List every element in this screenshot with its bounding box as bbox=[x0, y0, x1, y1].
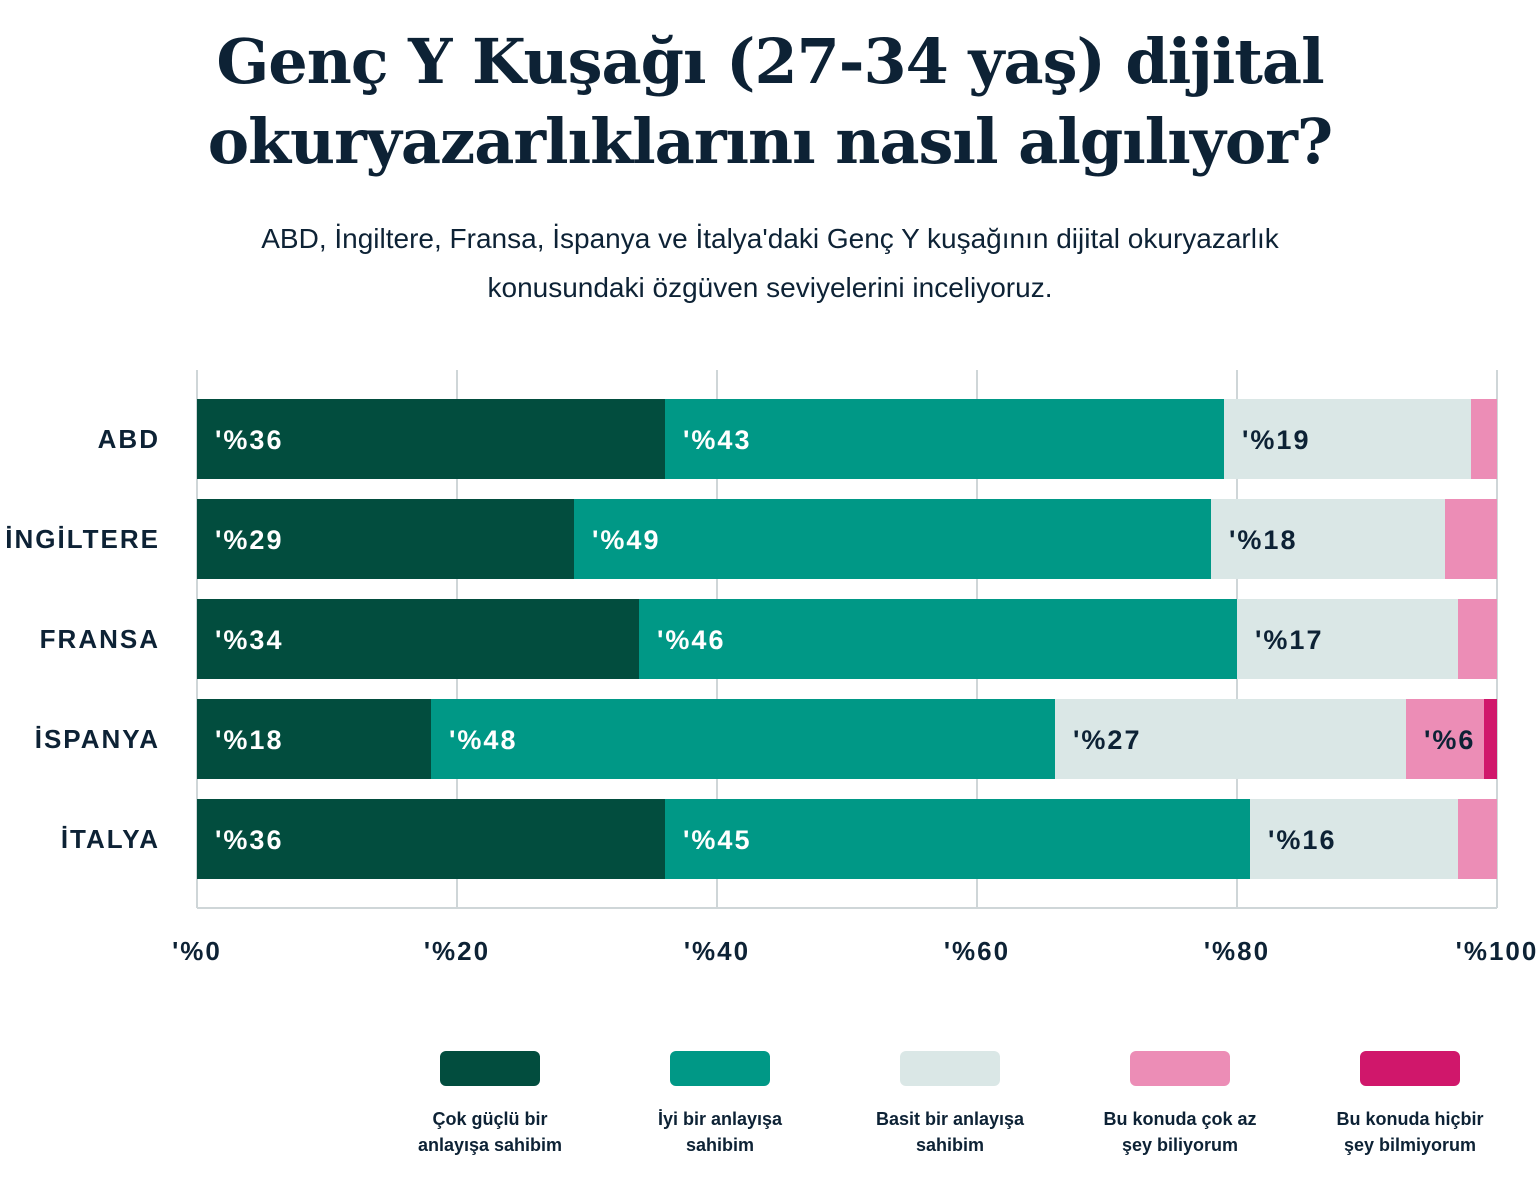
data-label: '%36 bbox=[215, 425, 283, 455]
legend-label: Çok güçlü bir anlayışa sahibim bbox=[417, 1109, 563, 1155]
x-tick-label: '%60 bbox=[944, 936, 1010, 966]
legend-swatch bbox=[670, 1051, 770, 1086]
bar-segment bbox=[1458, 799, 1497, 879]
legend-swatch bbox=[440, 1051, 540, 1086]
data-label: '%45 bbox=[683, 825, 751, 855]
category-label: ABD bbox=[98, 424, 160, 454]
data-label: '%48 bbox=[449, 725, 517, 755]
bar-segment bbox=[197, 799, 665, 879]
bar-segment bbox=[665, 799, 1250, 879]
legend-label: Bu konuda hiçbir şey bilmiyorum bbox=[1336, 1109, 1484, 1155]
legend-item: Bu konuda hiçbir şey bilmiyorum bbox=[1300, 1051, 1520, 1158]
legend-swatch bbox=[1360, 1051, 1460, 1086]
data-label: '%36 bbox=[215, 825, 283, 855]
data-label: '%43 bbox=[683, 425, 751, 455]
data-label: '%18 bbox=[215, 725, 283, 755]
category-label: İSPANYA bbox=[35, 724, 160, 754]
legend-item: Çok güçlü bir anlayışa sahibim bbox=[380, 1051, 600, 1158]
bar-segment bbox=[1055, 699, 1406, 779]
data-label: '%46 bbox=[657, 625, 725, 655]
legend-item: Basit bir anlayışa sahibim bbox=[840, 1051, 1060, 1158]
data-label: '%49 bbox=[592, 525, 660, 555]
x-tick-label: '%100 bbox=[1456, 936, 1539, 966]
bar-segment bbox=[1250, 799, 1458, 879]
data-label: '%18 bbox=[1229, 525, 1297, 555]
data-label: '%29 bbox=[215, 525, 283, 555]
legend-swatch bbox=[900, 1051, 1000, 1086]
data-label: '%17 bbox=[1255, 625, 1323, 655]
bar-segment bbox=[1471, 399, 1497, 479]
legend-swatch bbox=[1130, 1051, 1230, 1086]
bar-segment bbox=[1406, 699, 1484, 779]
data-label: '%16 bbox=[1268, 825, 1336, 855]
category-label: İTALYA bbox=[61, 824, 160, 854]
data-label: '%34 bbox=[215, 625, 283, 655]
bar-segment bbox=[197, 399, 665, 479]
x-tick-label: '%80 bbox=[1204, 936, 1270, 966]
bar-segment bbox=[1458, 599, 1497, 679]
data-label: '%27 bbox=[1073, 725, 1141, 755]
bar-segment bbox=[1211, 499, 1445, 579]
data-label: '%6 bbox=[1424, 725, 1475, 755]
bar-segment bbox=[431, 699, 1055, 779]
bar-segment bbox=[1237, 599, 1458, 679]
bar-segment bbox=[197, 699, 431, 779]
bar-segment bbox=[1484, 699, 1497, 779]
data-label: '%19 bbox=[1242, 425, 1310, 455]
x-tick-label: '%0 bbox=[172, 936, 222, 966]
bar-segment bbox=[1224, 399, 1471, 479]
bar-segment bbox=[639, 599, 1237, 679]
bar-segment bbox=[197, 599, 639, 679]
x-tick-label: '%20 bbox=[424, 936, 490, 966]
bar-segment bbox=[197, 499, 574, 579]
legend-item: İyi bir anlayışa sahibim bbox=[610, 1051, 830, 1158]
bar-segment bbox=[665, 399, 1224, 479]
chart-subtitle: ABD, İngiltere, Fransa, İspanya ve İtaly… bbox=[261, 223, 1279, 303]
category-label: İNGİLTERE bbox=[5, 524, 160, 554]
chart-title: Genç Y Kuşağı (27-34 yaş) dijital okurya… bbox=[207, 25, 1333, 178]
legend-item: Bu konuda çok az şey biliyorum bbox=[1070, 1051, 1290, 1158]
x-tick-label: '%40 bbox=[684, 936, 750, 966]
legend-label: İyi bir anlayışa sahibim bbox=[657, 1109, 783, 1155]
category-label: FRANSA bbox=[40, 624, 160, 654]
bar-segment bbox=[574, 499, 1211, 579]
legend-label: Basit bir anlayışa sahibim bbox=[875, 1109, 1025, 1155]
bar-segment bbox=[1445, 499, 1497, 579]
legend-label: Bu konuda çok az şey biliyorum bbox=[1103, 1109, 1257, 1155]
